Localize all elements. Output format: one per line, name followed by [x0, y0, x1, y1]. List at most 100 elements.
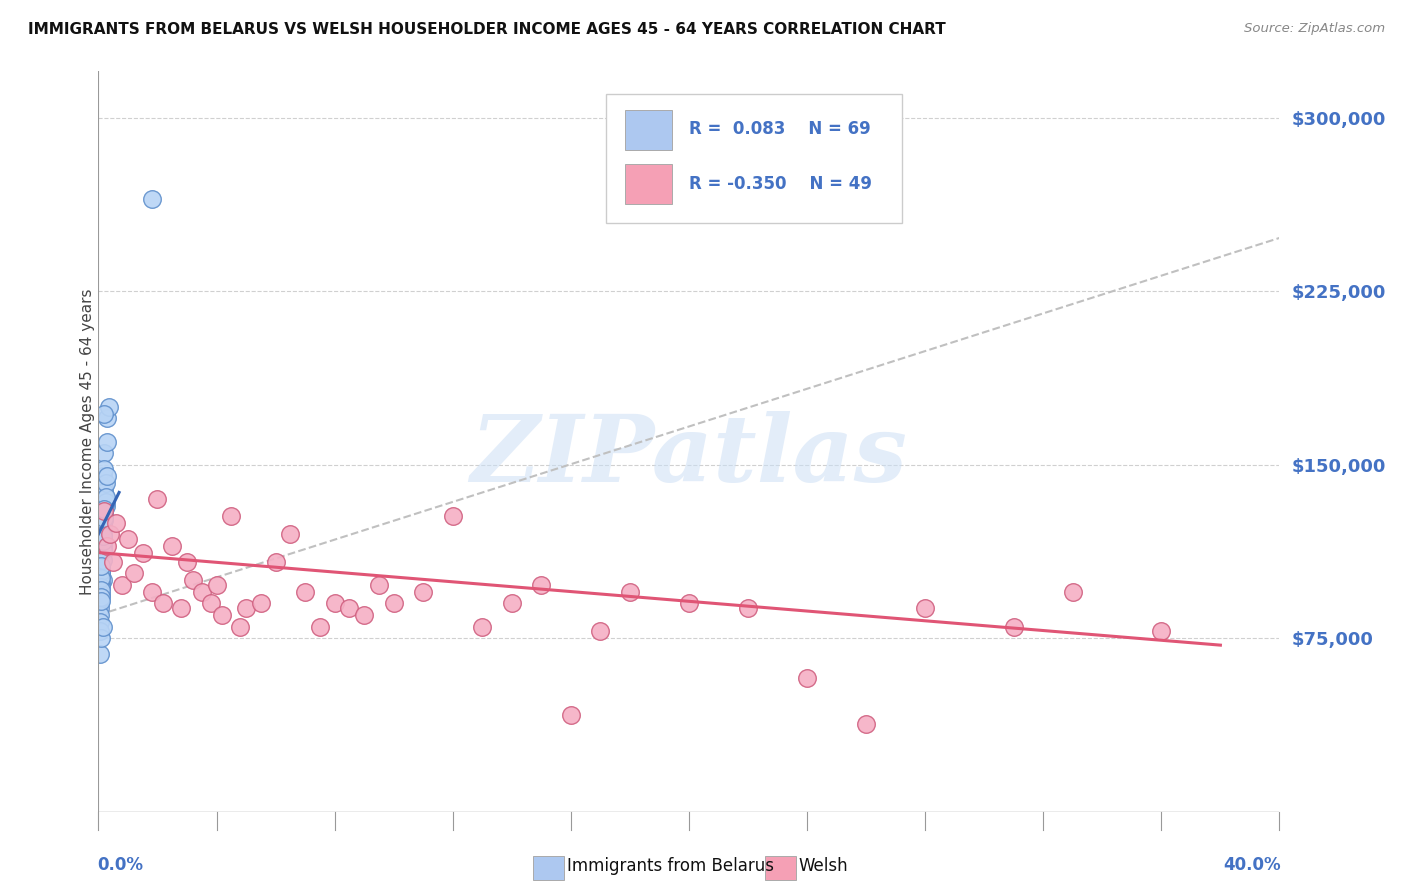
Point [141, 585, 163, 599]
Point [250, 597, 273, 611]
Text: Welsh: Welsh [799, 857, 848, 875]
Point [90, 555, 112, 569]
Point [91, 619, 114, 633]
Point [89, 601, 111, 615]
Point [96, 434, 118, 449]
Point [1002, 619, 1025, 633]
Point [441, 508, 464, 523]
Point [91, 529, 114, 543]
Text: R =  0.083    N = 69: R = 0.083 N = 69 [689, 120, 870, 138]
Point [211, 608, 233, 623]
Point [914, 601, 936, 615]
Point [170, 601, 193, 615]
Point [91, 539, 114, 553]
Point [146, 492, 169, 507]
Point [1062, 585, 1084, 599]
Point [122, 566, 145, 581]
Point [90, 555, 112, 569]
Point [89, 585, 111, 599]
Point [91, 536, 114, 550]
Point [91, 532, 114, 546]
Point [91, 508, 114, 523]
Point [90, 562, 112, 576]
Point [89, 608, 111, 623]
Point [91, 552, 114, 566]
Point [530, 578, 553, 592]
Point [205, 578, 228, 592]
Point [94, 492, 117, 507]
FancyBboxPatch shape [626, 110, 672, 150]
Point [229, 619, 252, 633]
Point [309, 619, 332, 633]
Point [90, 582, 112, 597]
Point [1150, 624, 1173, 639]
Point [94, 476, 117, 491]
Point [589, 624, 612, 639]
Point [94, 490, 117, 504]
Point [93, 446, 115, 460]
Text: ZIPatlas: ZIPatlas [471, 411, 907, 501]
Point [103, 555, 125, 569]
Point [93, 511, 115, 525]
Point [94, 494, 117, 508]
Point [91, 545, 114, 560]
Point [181, 574, 204, 588]
Point [89, 615, 111, 629]
Point [221, 508, 243, 523]
Point [89, 578, 111, 592]
Point [93, 407, 115, 421]
Point [471, 619, 494, 633]
Point [93, 513, 115, 527]
Point [141, 192, 163, 206]
Point [91, 543, 114, 558]
Point [200, 597, 222, 611]
Text: Immigrants from Belarus: Immigrants from Belarus [567, 857, 773, 875]
Point [96, 469, 118, 483]
Point [96, 539, 118, 553]
Point [323, 597, 346, 611]
Point [89, 585, 111, 599]
Point [91, 523, 114, 537]
Point [93, 481, 115, 495]
Point [796, 671, 818, 685]
Point [93, 508, 115, 523]
Point [90, 568, 112, 582]
Point [90, 571, 112, 585]
Point [93, 485, 115, 500]
Point [264, 555, 287, 569]
Point [93, 462, 115, 476]
Text: R = -0.350    N = 49: R = -0.350 N = 49 [689, 175, 872, 193]
FancyBboxPatch shape [626, 164, 672, 204]
Point [111, 578, 134, 592]
Point [152, 597, 174, 611]
Point [91, 520, 114, 534]
Point [94, 500, 117, 514]
Point [412, 585, 434, 599]
Point [90, 564, 112, 578]
FancyBboxPatch shape [606, 94, 901, 223]
Point [105, 516, 128, 530]
Point [90, 566, 112, 581]
Point [737, 601, 759, 615]
Point [89, 648, 111, 662]
Point [90, 545, 112, 560]
Point [560, 707, 582, 722]
Point [117, 532, 139, 546]
Point [90, 594, 112, 608]
Point [90, 562, 112, 576]
Point [90, 539, 112, 553]
Text: 40.0%: 40.0% [1223, 856, 1281, 874]
Point [678, 597, 700, 611]
Text: IMMIGRANTS FROM BELARUS VS WELSH HOUSEHOLDER INCOME AGES 45 - 64 YEARS CORRELATI: IMMIGRANTS FROM BELARUS VS WELSH HOUSEHO… [28, 22, 946, 37]
Point [90, 575, 112, 590]
Text: 0.0%: 0.0% [97, 856, 143, 874]
Point [98, 527, 121, 541]
Y-axis label: Householder Income Ages 45 - 64 years: Householder Income Ages 45 - 64 years [80, 288, 94, 595]
Point [90, 559, 112, 574]
Point [294, 585, 316, 599]
Point [90, 550, 112, 565]
Point [855, 716, 877, 731]
Point [90, 580, 112, 594]
Point [176, 555, 198, 569]
Point [235, 601, 257, 615]
